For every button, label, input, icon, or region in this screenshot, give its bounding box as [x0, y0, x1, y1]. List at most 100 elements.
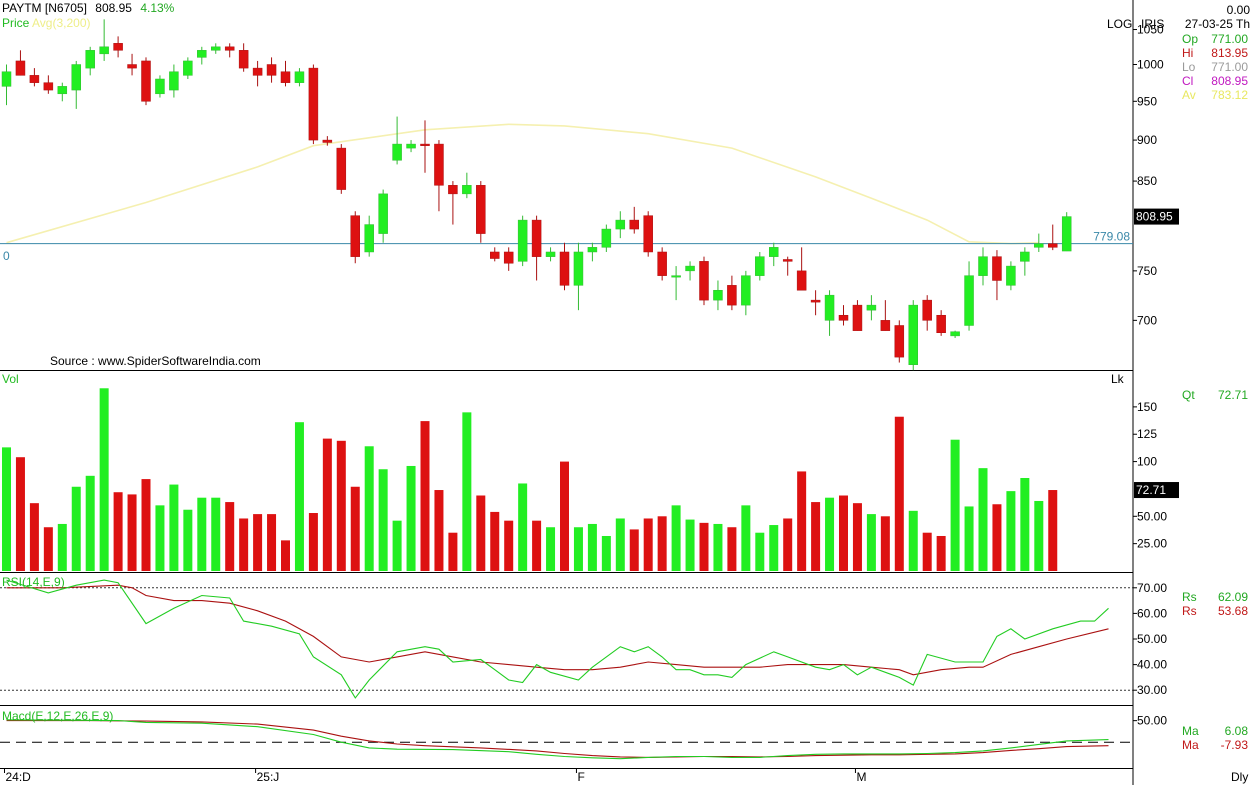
- macd-row-fast: Ma 6.08: [1182, 724, 1252, 738]
- volume-bar: [476, 495, 486, 571]
- candle-body: [476, 185, 486, 234]
- close-label: Cl: [1182, 74, 1194, 88]
- candle-body: [531, 219, 542, 257]
- vol-panel-label: Vol: [2, 372, 19, 386]
- high-label: Hi: [1182, 46, 1194, 60]
- volume-bar: [1006, 491, 1016, 571]
- candle-body: [908, 304, 918, 365]
- macd-signal-line: [6, 720, 1109, 758]
- volume-bar: [183, 509, 193, 571]
- low-value: 771.00: [1211, 60, 1248, 74]
- candle-body: [782, 259, 793, 262]
- price-tick-label: 900: [1137, 133, 1157, 147]
- candle-body: [448, 185, 458, 195]
- volume-bar: [811, 502, 821, 571]
- rsi-fast-value: 62.09: [1217, 590, 1248, 604]
- info-date: 27-03-25 Th: [1184, 17, 1250, 31]
- macd-fast-label: Ma: [1182, 724, 1199, 738]
- volume-bar: [336, 440, 346, 571]
- avg-row-label: Av: [1182, 88, 1196, 102]
- candle-body: [950, 331, 960, 337]
- volume-bar: [671, 505, 681, 571]
- candle-body: [99, 46, 109, 55]
- low-label: Lo: [1182, 60, 1196, 74]
- volume-bar: [643, 518, 653, 571]
- volume-tick-label: 100: [1137, 455, 1157, 469]
- rsi-slow-value: 53.68: [1217, 604, 1248, 618]
- volume-bar: [573, 527, 583, 571]
- candle-body: [755, 256, 765, 276]
- candle-body: [922, 299, 932, 321]
- candle-body: [727, 285, 737, 306]
- volume-bar: [615, 518, 625, 571]
- candle-body: [685, 265, 695, 272]
- volume-bar: [141, 479, 151, 571]
- info-panel: 0.00 27-03-25 Th: [1180, 3, 1250, 31]
- price-tick-label: 750: [1137, 264, 1157, 278]
- volume-bar: [936, 535, 946, 571]
- candle-body: [838, 314, 849, 321]
- last-price: 808.95: [95, 1, 132, 15]
- reference-line-label: 779.08: [1093, 230, 1130, 244]
- candle-body: [517, 219, 528, 262]
- volume-bar: [406, 465, 416, 571]
- volume-bar: [755, 532, 765, 571]
- volume-bar: [127, 494, 137, 571]
- x-axis-label: 25:J: [257, 770, 280, 784]
- candle-body: [643, 215, 653, 253]
- macd-values: Ma 6.08 Ma -7.93: [1182, 724, 1252, 754]
- candle-body: [852, 304, 863, 331]
- info-top-value: 0.00: [1226, 3, 1250, 17]
- volume-bar: [657, 516, 667, 571]
- candle-body: [713, 289, 723, 301]
- volume-bar: [392, 520, 402, 571]
- candle-body: [769, 247, 779, 257]
- volume-bar: [629, 529, 639, 571]
- avg-label: Avg(3,200): [32, 16, 91, 30]
- candle-body: [378, 193, 388, 234]
- candle-body: [197, 50, 207, 58]
- ohlc-row-avg: Av 783.12: [1182, 88, 1252, 102]
- moving-average-line: [6, 123, 1039, 245]
- rsi-row-slow: Rs 53.68: [1182, 604, 1252, 618]
- candle-body: [406, 143, 416, 149]
- volume-bar: [992, 504, 1002, 571]
- volume-bar: [894, 416, 904, 571]
- volume-bar: [1020, 478, 1030, 571]
- rsi-slow-line: [6, 584, 1109, 676]
- volume-bar: [294, 422, 304, 571]
- volume-bar: [685, 519, 695, 571]
- macd-slow-label: Ma: [1182, 738, 1199, 752]
- candle-body: [587, 247, 598, 253]
- volume-bar: [964, 506, 974, 571]
- candle-body: [392, 143, 402, 161]
- volume-bar: [43, 527, 53, 571]
- candle-body: [1061, 216, 1072, 252]
- vol-unit-label: Lk: [1111, 372, 1124, 386]
- volume-bar: [880, 516, 890, 571]
- rsi-tick-label: 30.00: [1137, 683, 1167, 697]
- rsi-values: Rs 62.09 Rs 53.68: [1182, 590, 1252, 620]
- candle-body: [573, 251, 584, 286]
- candle-body: [866, 304, 877, 311]
- rsi-tick-label: 50.00: [1137, 632, 1167, 646]
- price-tick-label: 700: [1137, 313, 1157, 327]
- qt-label: Qt: [1182, 388, 1195, 402]
- volume-bar: [364, 446, 374, 571]
- volume-tick-label: 25.00: [1137, 537, 1167, 551]
- candle-body: [336, 147, 347, 190]
- volume-bar: [713, 523, 723, 571]
- period-label: Dly: [1231, 770, 1249, 784]
- volume-bar: [922, 532, 932, 571]
- macd-fast-value: 6.08: [1224, 724, 1248, 738]
- candle-body: [490, 251, 500, 259]
- rsi-tick-label: 60.00: [1137, 606, 1167, 620]
- volume-bar: [727, 527, 737, 571]
- candle-body: [615, 219, 626, 230]
- volume-last-tag: [1134, 482, 1179, 499]
- candle-body: [15, 60, 26, 76]
- candle-body: [1020, 251, 1030, 262]
- candle-body: [169, 71, 179, 91]
- volume-tick-label: 150: [1137, 400, 1157, 414]
